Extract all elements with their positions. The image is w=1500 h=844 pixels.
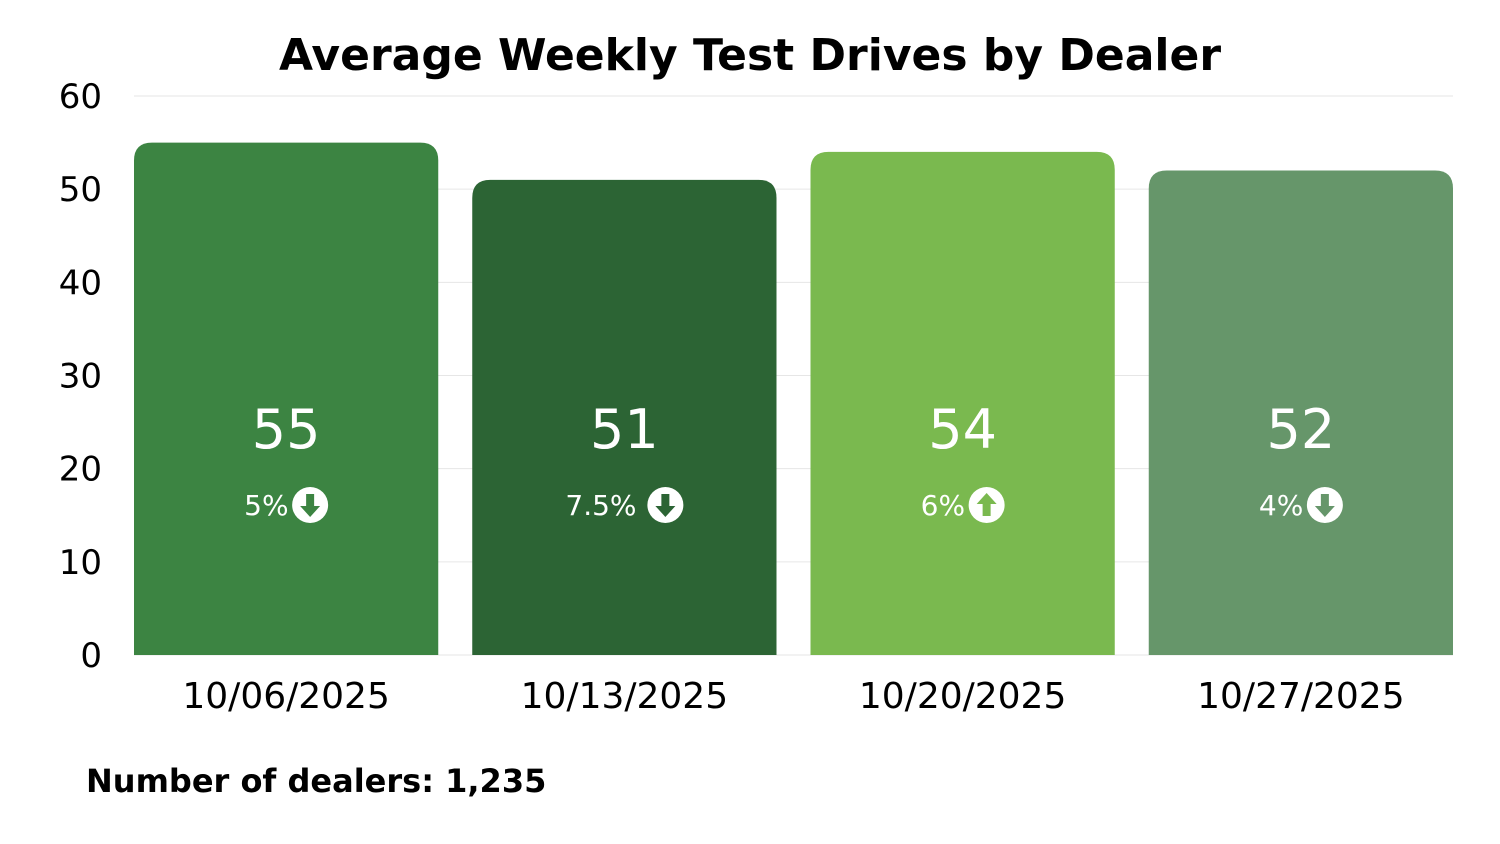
y-tick-label: 20 (59, 450, 102, 490)
x-axis: 10/06/2025 10/13/2025 10/20/2025 10/27/2025 (182, 676, 1404, 717)
bar (810, 151, 1115, 655)
bar-value-label: 51 (590, 398, 659, 461)
chart-title: Average Weekly Test Drives by Dealer (279, 30, 1221, 81)
y-tick-label: 60 (59, 77, 102, 117)
x-tick-label: 10/20/2025 (859, 676, 1067, 717)
bar (472, 179, 777, 655)
change-indicator: 6% (921, 487, 1005, 523)
y-tick-label: 10 (59, 543, 102, 583)
change-indicator: 4% (1259, 487, 1343, 523)
change-percent-label: 4% (1259, 489, 1303, 522)
dealer-count-note: Number of dealers: 1,235 (86, 762, 547, 800)
y-tick-label: 0 (80, 636, 102, 676)
change-percent-label: 6% (921, 489, 965, 522)
bars: 55 5% 51 7.5% 54 6% 52 4% (134, 142, 1453, 656)
change-percent-label: 7.5% (565, 489, 636, 522)
change-indicator: 5% (244, 487, 329, 523)
arrow-down-circle-icon (647, 487, 684, 523)
bar (134, 142, 439, 656)
arrow-up-circle-icon (968, 487, 1005, 523)
y-tick-label: 40 (59, 263, 102, 303)
y-tick-label: 50 (59, 170, 102, 210)
bar (1148, 170, 1453, 656)
x-tick-label: 10/27/2025 (1197, 676, 1405, 717)
arrow-down-circle-icon (1306, 487, 1343, 523)
bar-value-label: 54 (928, 398, 997, 461)
y-axis: 0 10 20 30 40 50 60 (59, 77, 102, 676)
change-indicator: 7.5% (565, 487, 684, 523)
bar-value-label: 52 (1267, 398, 1336, 461)
arrow-down-circle-icon (292, 487, 329, 523)
x-tick-label: 10/06/2025 (182, 676, 390, 717)
bar-value-label: 55 (252, 398, 321, 461)
change-percent-label: 5% (244, 489, 288, 522)
y-tick-label: 30 (59, 357, 102, 397)
x-tick-label: 10/13/2025 (521, 676, 729, 717)
